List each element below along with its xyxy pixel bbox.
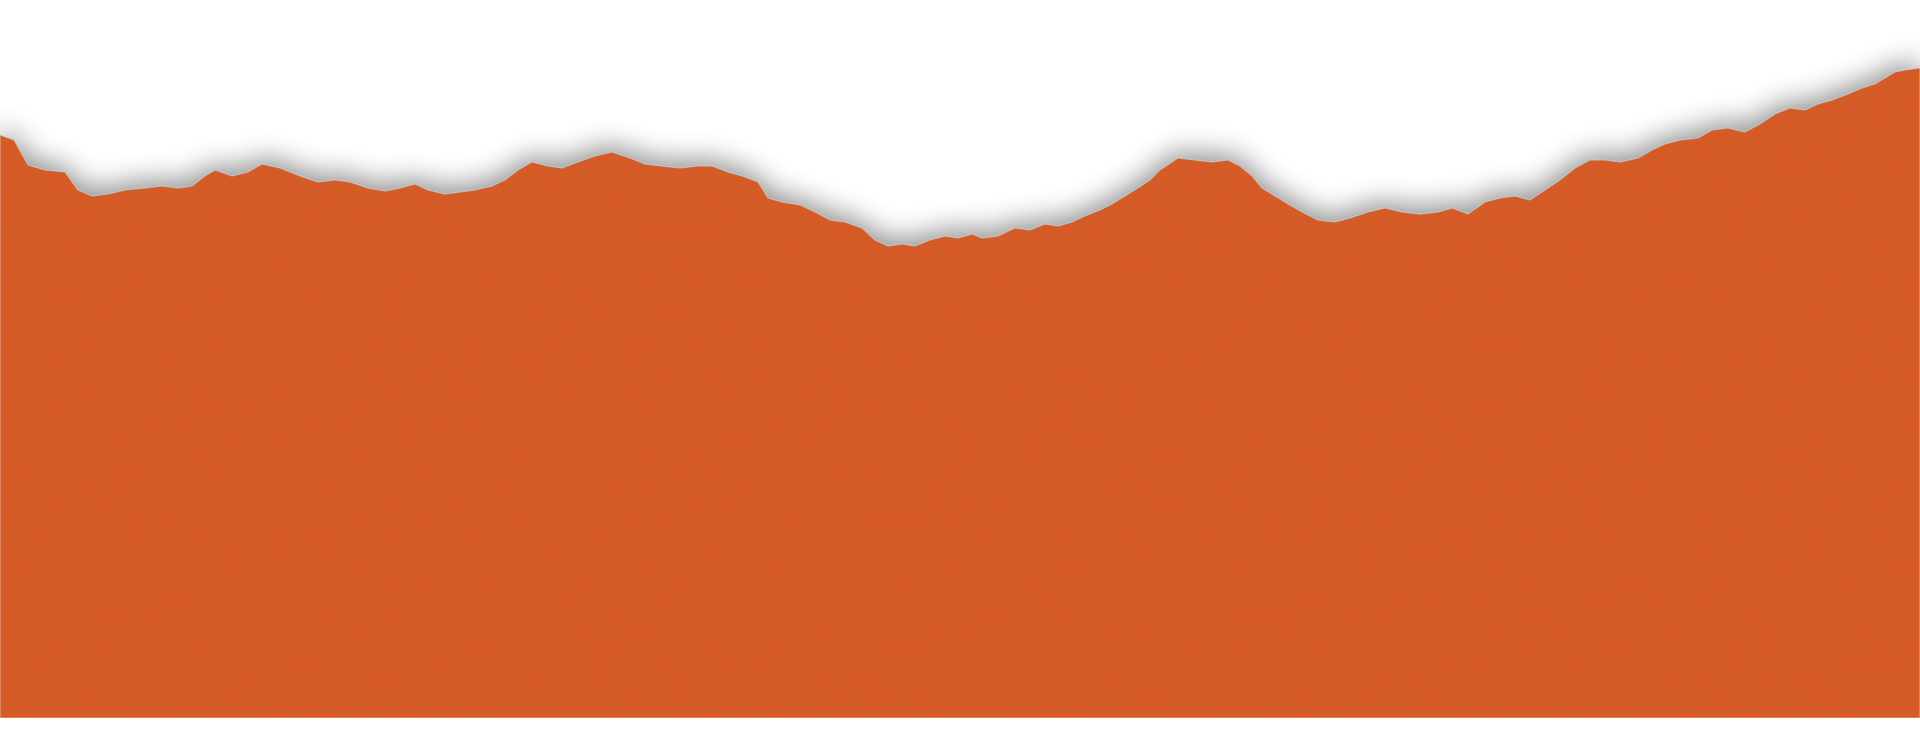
bottom-white-strip — [0, 718, 1920, 738]
